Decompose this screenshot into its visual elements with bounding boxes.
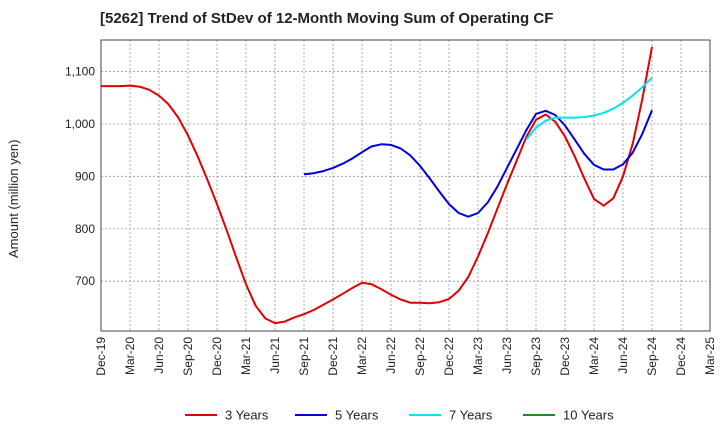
x-tick-label: Mar-24 <box>587 337 601 375</box>
x-tick-label: Dec-23 <box>558 337 572 376</box>
legend-label: 10 Years <box>563 408 614 423</box>
x-tick-label: Jun-24 <box>616 337 630 374</box>
x-tick-label: Sep-23 <box>529 337 543 376</box>
x-tick-label: Mar-20 <box>123 337 137 375</box>
x-tick-label: Dec-21 <box>326 337 340 376</box>
x-tick-label: Dec-24 <box>674 337 688 376</box>
legend-item: 10 Years <box>523 408 614 423</box>
series-line-5-years <box>303 109 653 218</box>
series-line-7-years <box>525 77 653 141</box>
y-tick-label: 1,100 <box>65 64 95 78</box>
x-tick-label: Mar-23 <box>471 337 485 375</box>
x-tick-label: Dec-19 <box>94 337 108 376</box>
series-layer <box>101 46 653 325</box>
y-tick-label: 900 <box>75 169 95 183</box>
y-axis: 700 800 900 1,000 1,100 <box>65 64 95 288</box>
legend-label: 7 Years <box>449 408 493 423</box>
x-tick-label: Jun-23 <box>500 337 514 374</box>
x-tick-label: Sep-21 <box>297 337 311 376</box>
y-tick-label: 1,000 <box>65 117 95 131</box>
x-tick-label: Sep-24 <box>645 337 659 376</box>
legend: 3 Years 5 Years 7 Years 10 Years <box>185 408 614 423</box>
legend-item: 7 Years <box>409 408 493 423</box>
chart-title: [5262] Trend of StDev of 12-Month Moving… <box>100 10 554 27</box>
y-tick-label: 800 <box>75 222 95 236</box>
frame-layer <box>100 39 711 332</box>
x-tick-label: Mar-25 <box>703 337 717 375</box>
legend-label: 3 Years <box>225 408 269 423</box>
x-tick-label: Mar-21 <box>239 337 253 375</box>
x-tick-label: Jun-22 <box>384 337 398 374</box>
x-tick-label: Mar-22 <box>355 337 369 375</box>
x-tick-label: Jun-21 <box>268 337 282 374</box>
x-tick-label: Sep-20 <box>181 337 195 376</box>
x-tick-label: Dec-20 <box>210 337 224 376</box>
x-tick-label: Dec-22 <box>442 337 456 376</box>
plot-frame <box>100 39 711 332</box>
y-tick-label: 700 <box>75 274 95 288</box>
legend-item: 3 Years <box>185 408 269 423</box>
legend-label: 5 Years <box>335 408 379 423</box>
grid-layer <box>100 40 711 331</box>
series-line-3-years <box>101 46 653 325</box>
legend-item: 5 Years <box>295 408 379 423</box>
x-axis: Dec-19 Mar-20 Jun-20 Sep-20 Dec-20 Mar-21 Jun-… <box>94 337 717 376</box>
x-tick-label: Sep-22 <box>413 337 427 376</box>
x-tick-label: Jun-20 <box>152 337 166 374</box>
